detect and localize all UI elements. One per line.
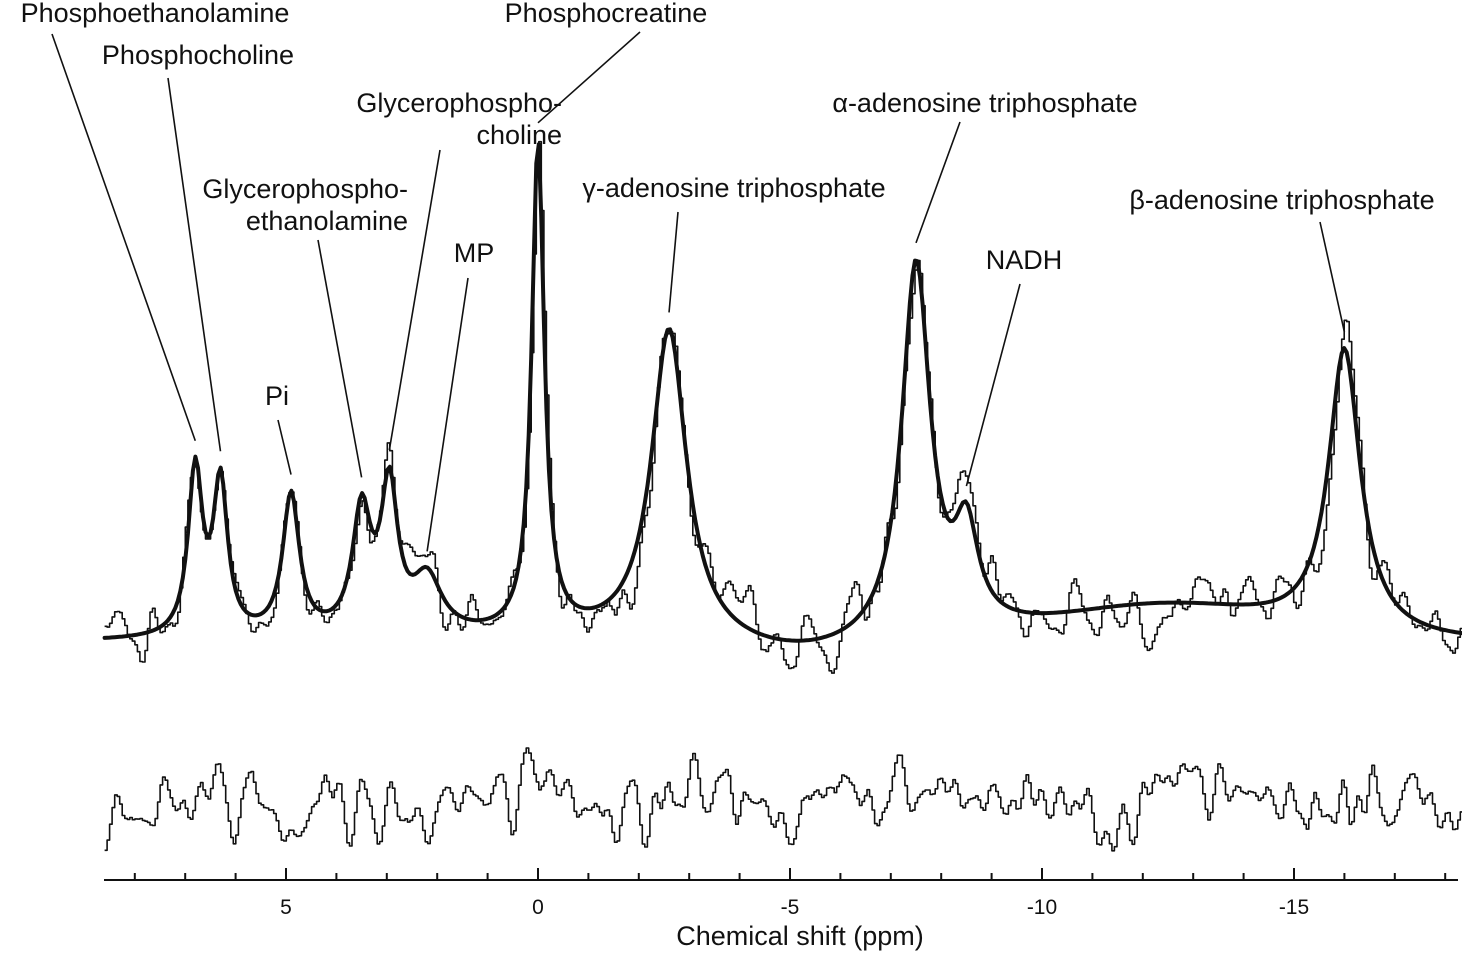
peak-label: β-adenosine triphosphate — [1129, 185, 1434, 215]
peak-leader-line — [1319, 221, 1346, 333]
peak-leader-line — [426, 277, 469, 552]
measured-spectrum-line — [104, 140, 1462, 674]
residual-line — [104, 747, 1462, 852]
peak-label: Phosphocreatine — [505, 0, 708, 28]
peak-label: NADH — [986, 245, 1063, 275]
peak-leader-line — [277, 419, 292, 475]
peak-label: Phosphocholine — [102, 40, 294, 70]
spectrum-series — [102, 140, 1462, 852]
x-tick-label: -15 — [1279, 896, 1309, 919]
peak-leader-line — [388, 149, 441, 451]
x-axis-ticks: 5 0 -5 -10 -15 — [133, 868, 1447, 919]
peak-label: Phosphoethanolamine — [21, 0, 290, 28]
peak-label: MP — [454, 238, 495, 268]
x-tick-label: 0 — [532, 896, 544, 919]
peak-leader-line — [668, 211, 679, 313]
x-tick-label: -5 — [781, 896, 800, 919]
peak-label: γ-adenosine triphosphate — [582, 173, 885, 203]
leader-lines — [51, 31, 1346, 552]
peak-label: Glycerophospho-choline — [356, 88, 562, 150]
x-tick-label: 5 — [280, 896, 292, 919]
peak-label: α-adenosine triphosphate — [832, 88, 1137, 118]
peak-leader-line — [915, 121, 961, 244]
x-tick-label: -10 — [1027, 896, 1057, 919]
peak-leader-line — [167, 77, 222, 452]
peak-leader-line — [317, 239, 363, 478]
peak-leader-line — [537, 31, 641, 124]
peak-label: Glycerophospho-ethanolamine — [202, 174, 408, 236]
peak-label: Pi — [265, 381, 289, 411]
fitted-spectrum-line — [102, 142, 1462, 643]
peak-leader-line — [965, 283, 1021, 487]
x-axis-title: Chemical shift (ppm) — [676, 921, 924, 951]
peak-labels: Phosphoethanolamine Phosphocholine Pi Glyce… — [21, 0, 1435, 411]
peak-leader-line — [51, 33, 197, 441]
